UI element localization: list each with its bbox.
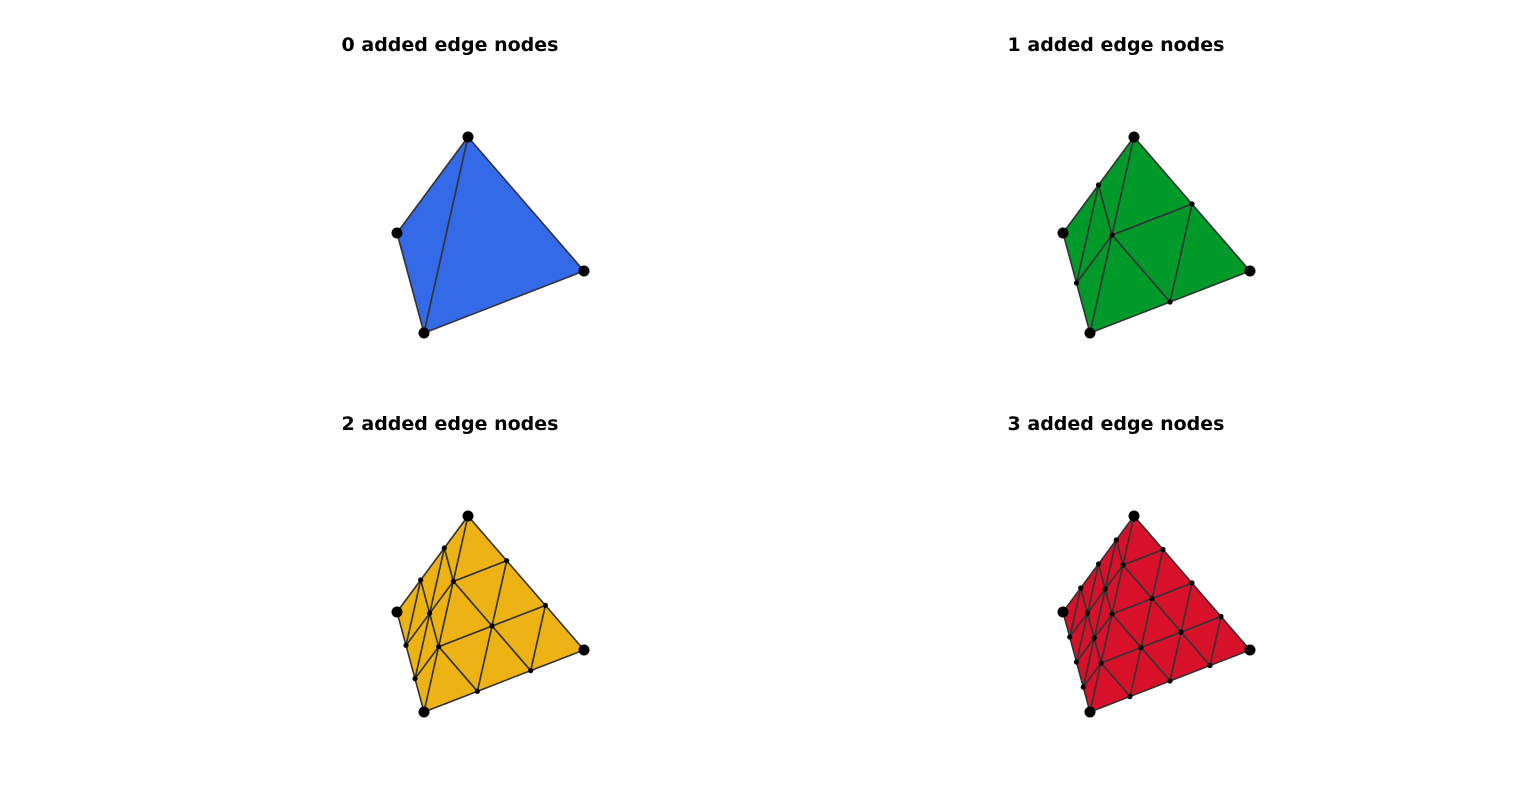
panel-2-edge-node	[450, 578, 456, 584]
panel-1-mesh	[1057, 131, 1256, 339]
panel-2-edge-node	[403, 642, 409, 648]
panel-2-edge-node	[542, 602, 548, 608]
panel-2-mesh	[391, 510, 590, 718]
panel-3-corner-node	[1244, 644, 1256, 656]
panel-2-edge-node	[441, 545, 447, 551]
panel-3-edge-node	[1095, 561, 1102, 567]
panel-0-corner-node	[462, 131, 474, 143]
panel-1-left-face-cell	[1062, 184, 1100, 284]
panel-3-mesh	[1057, 510, 1256, 718]
panel-1-right-face-cell	[1089, 234, 1171, 334]
panel-3-edge-node	[1207, 662, 1213, 669]
panel-3-edge-node	[1113, 537, 1119, 543]
panel-3-edge-node	[1067, 634, 1073, 640]
panel-3-edge-node	[1109, 611, 1115, 617]
panel-1-title: 1 added edge nodes	[1008, 34, 1225, 56]
panel-3-right-face-cell	[1089, 662, 1131, 713]
panel-2-left-face-cell	[419, 547, 446, 615]
panel-3-right-face-cell	[1100, 613, 1142, 664]
panel-3-edge-node	[1078, 585, 1084, 591]
panel-2-left-face-cell	[396, 579, 422, 647]
panel-3-edge-node	[1160, 546, 1166, 553]
panel-3-edge-node	[1084, 610, 1091, 616]
panel-2-corner-node	[418, 706, 430, 718]
panel-1-corner-node	[1084, 327, 1096, 339]
panel-0-corner-node	[418, 327, 430, 339]
panel-2-edge-node	[528, 668, 534, 674]
panel-2-right-face-cell	[423, 645, 479, 713]
panel-3-left-face-cell	[1097, 539, 1118, 590]
panel-3-edge-node	[1138, 644, 1144, 651]
panel-2-title: 2 added edge nodes	[342, 413, 559, 435]
panel-3-corner-node	[1128, 510, 1140, 522]
panel-2-corner-node	[462, 510, 474, 522]
panel-2-edge-node	[474, 688, 480, 694]
panel-3-edge-node	[1189, 580, 1195, 586]
panel-2-edge-node	[489, 623, 495, 629]
panel-2-edge-node	[427, 610, 433, 616]
panel-3-edge-node	[1098, 660, 1104, 666]
panel-3-edge-node	[1127, 693, 1133, 700]
panel-2-edge-node	[418, 577, 424, 583]
panel-0-corner-node	[578, 265, 590, 277]
panel-3-edge-node	[1102, 586, 1108, 592]
panel-1-edge-node	[1073, 280, 1080, 286]
panel-3-edge-node	[1218, 613, 1224, 620]
panel-3-edge-node	[1149, 595, 1155, 602]
panel-3: 3 added edge nodes	[1008, 413, 1256, 718]
panel-0-corner-node	[391, 227, 403, 239]
panel-2: 2 added edge nodes	[342, 413, 590, 718]
panel-0-right-face-cell	[423, 136, 585, 334]
panel-3-edge-node	[1167, 678, 1173, 684]
panel-3-left-face-cell	[1079, 563, 1100, 614]
panel-2-right-face-cell	[437, 580, 493, 648]
panel-3-edge-node	[1120, 562, 1126, 568]
panel-3-right-face-cell	[1111, 564, 1153, 615]
panel-2-right-face-cell	[452, 515, 508, 583]
panel-1-corner-node	[1244, 265, 1256, 277]
panel-2-edge-node	[504, 558, 510, 564]
panel-1-edge-node	[1167, 299, 1173, 305]
panel-0-mesh	[391, 131, 590, 339]
panel-1: 1 added edge nodes	[1008, 34, 1256, 339]
panel-2-edge-node	[436, 644, 442, 650]
panel-3-right-face-cell	[1122, 515, 1164, 566]
panel-3-corner-node	[1084, 706, 1096, 718]
panel-1-corner-node	[1057, 227, 1069, 239]
panel-1-edge-node	[1109, 232, 1115, 238]
panel-1-right-face-cell	[1111, 136, 1193, 236]
panel-3-left-face-cell	[1062, 587, 1082, 638]
panel-3-title: 3 added edge nodes	[1008, 413, 1225, 435]
panel-0-title: 0 added edge nodes	[342, 34, 559, 56]
panel-3-edge-node	[1073, 659, 1080, 665]
panel-2-corner-node	[578, 644, 590, 656]
panel-2-edge-node	[412, 676, 418, 682]
panel-1-corner-node	[1128, 131, 1140, 143]
panel-2-corner-node	[391, 606, 403, 618]
panel-3-edge-node	[1178, 629, 1184, 635]
panel-1-edge-node	[1095, 182, 1102, 188]
panel-0: 0 added edge nodes	[342, 34, 590, 339]
panel-3-edge-node	[1091, 635, 1097, 641]
panel-1-edge-node	[1189, 201, 1195, 207]
panel-3-corner-node	[1057, 606, 1069, 618]
panel-3-edge-node	[1080, 684, 1086, 690]
